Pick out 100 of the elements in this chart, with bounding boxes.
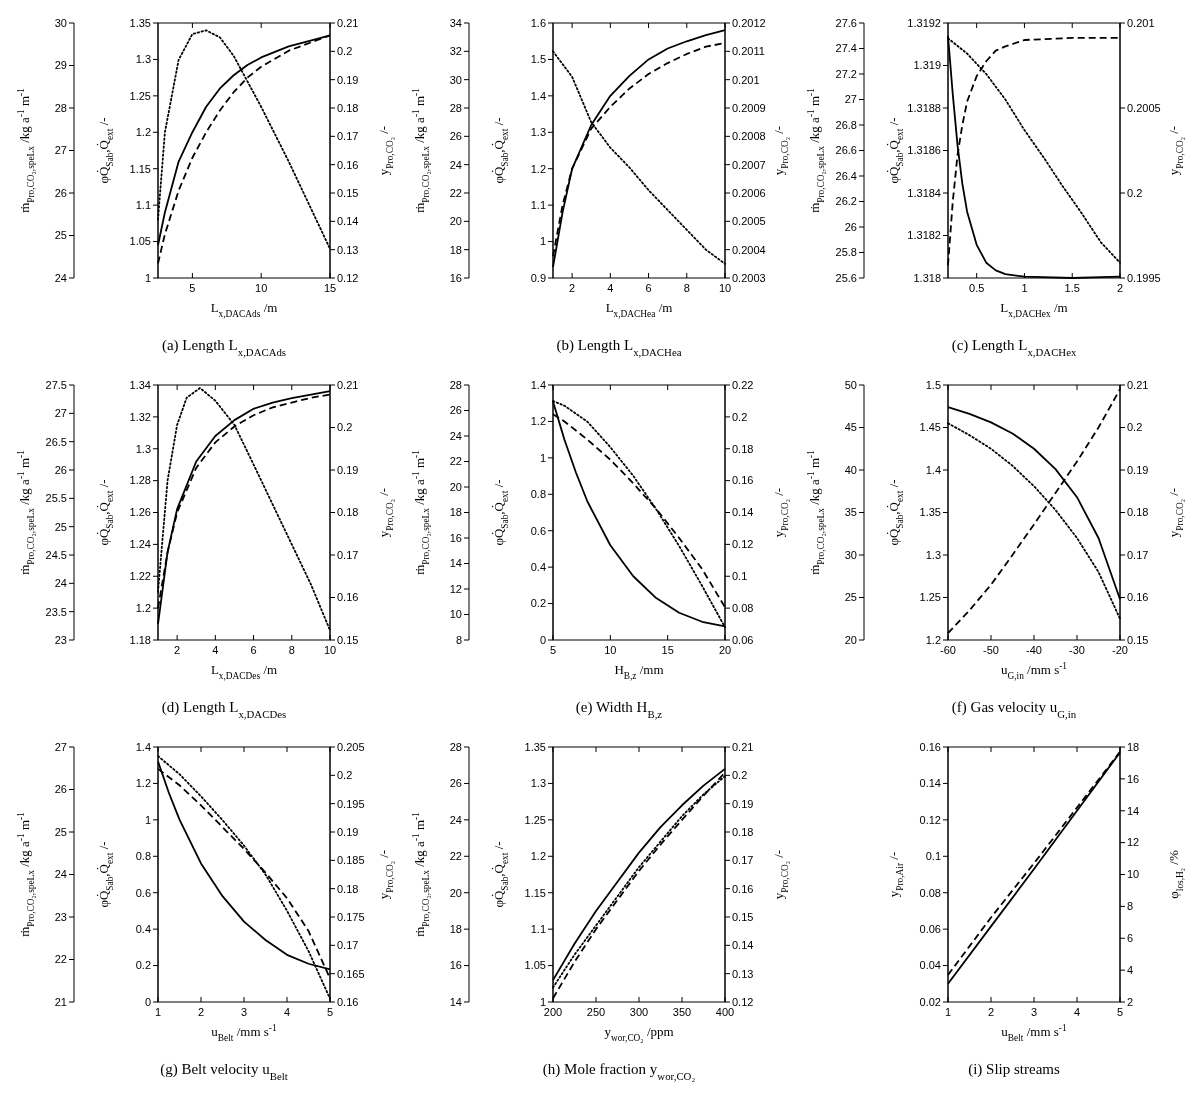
- y2-tick-label: 0.16: [337, 591, 359, 604]
- y3-tick-label: 45: [844, 421, 857, 434]
- y-tick-label: 1.1: [530, 922, 546, 935]
- y-tick-label: 0.16: [919, 740, 941, 753]
- x-tick-label: 5: [189, 282, 196, 294]
- y3-tick-label: 23.5: [45, 605, 67, 618]
- x-axis-title: u$_{G,in}$ /mm s$^{-1}$: [1000, 661, 1068, 681]
- y-tick-label: 1.25: [524, 813, 546, 826]
- y2-tick-label: 0.15: [337, 633, 359, 646]
- y2-tick-label: 0.201: [732, 73, 760, 86]
- y3-tick-label: 24: [449, 813, 462, 826]
- y3-tick-label: 26.5: [45, 435, 67, 448]
- y2-tick-label: 0.1995: [1127, 271, 1161, 284]
- y2-tick-label: 0.2011: [732, 45, 765, 58]
- y3-tick-label: 27: [54, 144, 67, 157]
- x-tick-label: 2: [569, 282, 576, 294]
- y-tick-label: 1: [144, 813, 151, 826]
- y2-tick-label: 0.12: [732, 995, 754, 1008]
- y3-tick-label: 30: [844, 548, 857, 561]
- x-tick-label: 10: [718, 282, 732, 294]
- y3-tick-label: 25.6: [835, 271, 857, 284]
- y-tick-label: 1.3: [530, 777, 546, 790]
- y3-tick-label: 28: [449, 740, 462, 753]
- y2-tick-label: 0.19: [337, 463, 359, 476]
- x-tick-label: 2: [1116, 282, 1124, 294]
- y2-tick-label: 0.19: [732, 797, 754, 810]
- x-tick-label: 20: [718, 644, 732, 656]
- x-tick-label: 5: [1116, 1006, 1124, 1018]
- y3-tick-label: 14: [449, 557, 462, 570]
- x-tick-label: 4: [607, 282, 614, 294]
- y-tick-label: 0.2: [135, 959, 151, 972]
- y-tick-label: 0.6: [135, 886, 151, 899]
- y-tick-label: 1.28: [129, 474, 151, 487]
- x-tick-label: 2: [174, 644, 181, 656]
- y2-tick-label: 0.16: [1127, 591, 1149, 604]
- y2-tick-label: 0.18: [732, 825, 754, 838]
- y2-tick-label: 0.2: [337, 45, 353, 58]
- x-axis-title: u$_{Belt}$ /mm s$^{-1}$: [1001, 1023, 1067, 1043]
- y-tick-label: 0: [144, 995, 151, 1008]
- y2-tick-label: 0.2: [337, 769, 353, 782]
- y3-tick-label: 26: [54, 783, 67, 796]
- y-tick-label: 1.6: [530, 16, 546, 29]
- y2-tick-label: 0.2: [732, 769, 748, 782]
- y2-tick-label: 0.21: [337, 16, 359, 29]
- y-tick-label: 1.25: [919, 591, 941, 604]
- y3-tick-label: 27.4: [835, 42, 857, 55]
- y2-tick-label: 0.17: [337, 939, 359, 952]
- y-tick-label: 1.35: [919, 506, 941, 519]
- y3-tick-label: 16: [449, 271, 462, 284]
- y-tick-label: 0.14: [919, 777, 941, 790]
- x-tick-label: 2: [987, 1006, 995, 1018]
- y3-tick-label: 26: [449, 777, 462, 790]
- y-tick-label: 1: [539, 235, 546, 248]
- y3-tick-label: 18: [449, 243, 462, 256]
- y-tick-label: 0.02: [919, 995, 941, 1008]
- y-tick-label: 0.06: [919, 922, 941, 935]
- y3-tick-label: 24: [449, 158, 462, 171]
- y3-tick-label: 8: [455, 633, 462, 646]
- y3-tick-label: 28: [449, 101, 462, 114]
- y-tick-label: 1.26: [129, 506, 151, 519]
- y2-tick-label: 0.21: [732, 740, 754, 753]
- x-axis-title: L$_{x,DAC}$$_{Hex}$ /m: [1000, 300, 1068, 319]
- y-tick-label: 1.32: [129, 410, 151, 423]
- y2-tick-label: 0.2003: [732, 271, 766, 284]
- y2-tick-label: 0.16: [732, 474, 754, 487]
- y-tick-label: 0.2: [530, 597, 546, 610]
- y-tick-label: 1.2: [925, 633, 941, 646]
- x-tick-label: 3: [240, 1006, 248, 1018]
- y-tick-label: 1.34: [129, 378, 151, 391]
- text: (g) Belt velocity u$_{Belt}$: [160, 1061, 288, 1082]
- y3-tick-label: 20: [449, 886, 462, 899]
- y2-tick-label: 18: [1127, 740, 1140, 753]
- y3-tick-label: 23: [54, 633, 67, 646]
- y2-tick-label: 0.16: [337, 158, 359, 171]
- x-axis-title: y$_{wor,CO₂}$ /ppm: [604, 1024, 674, 1043]
- y-tick-label: 1.22: [129, 570, 151, 583]
- y3-tick-label: 50: [844, 378, 857, 391]
- y2-tick-label: 0.165: [337, 967, 365, 980]
- y2-tick-label: 0.19: [337, 73, 359, 86]
- y-tick-label: 0: [539, 633, 546, 646]
- y2-tick-label: 0.1: [732, 570, 748, 583]
- y3-tick-label: 27.2: [835, 67, 857, 80]
- y2-tick-label: 0.16: [732, 882, 754, 895]
- y-tick-label: 1.25: [129, 89, 151, 102]
- y2-tick-label: 0.2: [337, 421, 353, 434]
- y-tick-label: 1.35: [129, 16, 151, 29]
- text: (i) Slip streams: [968, 1061, 1060, 1078]
- y3-tick-label: 24: [54, 577, 67, 590]
- y-tick-label: 1.3: [135, 442, 151, 455]
- x-axis-title: L$_{x,DAC}$$_{Ads}$ /m: [210, 300, 278, 319]
- y2-tick-label: 0.2012: [732, 16, 766, 29]
- y-tick-label: 1.3: [530, 126, 546, 139]
- y3-tick-label: 25.8: [835, 246, 857, 259]
- y-tick-label: 1.4: [135, 740, 151, 753]
- y-tick-label: 1.3184: [907, 186, 941, 199]
- y-tick-label: 1.319: [913, 59, 941, 72]
- y2-tick-label: 0.2007: [732, 158, 766, 171]
- y3-tick-label: 25: [844, 591, 857, 604]
- y-tick-label: 1: [144, 271, 151, 284]
- y2-tick-label: 0.2: [732, 410, 748, 423]
